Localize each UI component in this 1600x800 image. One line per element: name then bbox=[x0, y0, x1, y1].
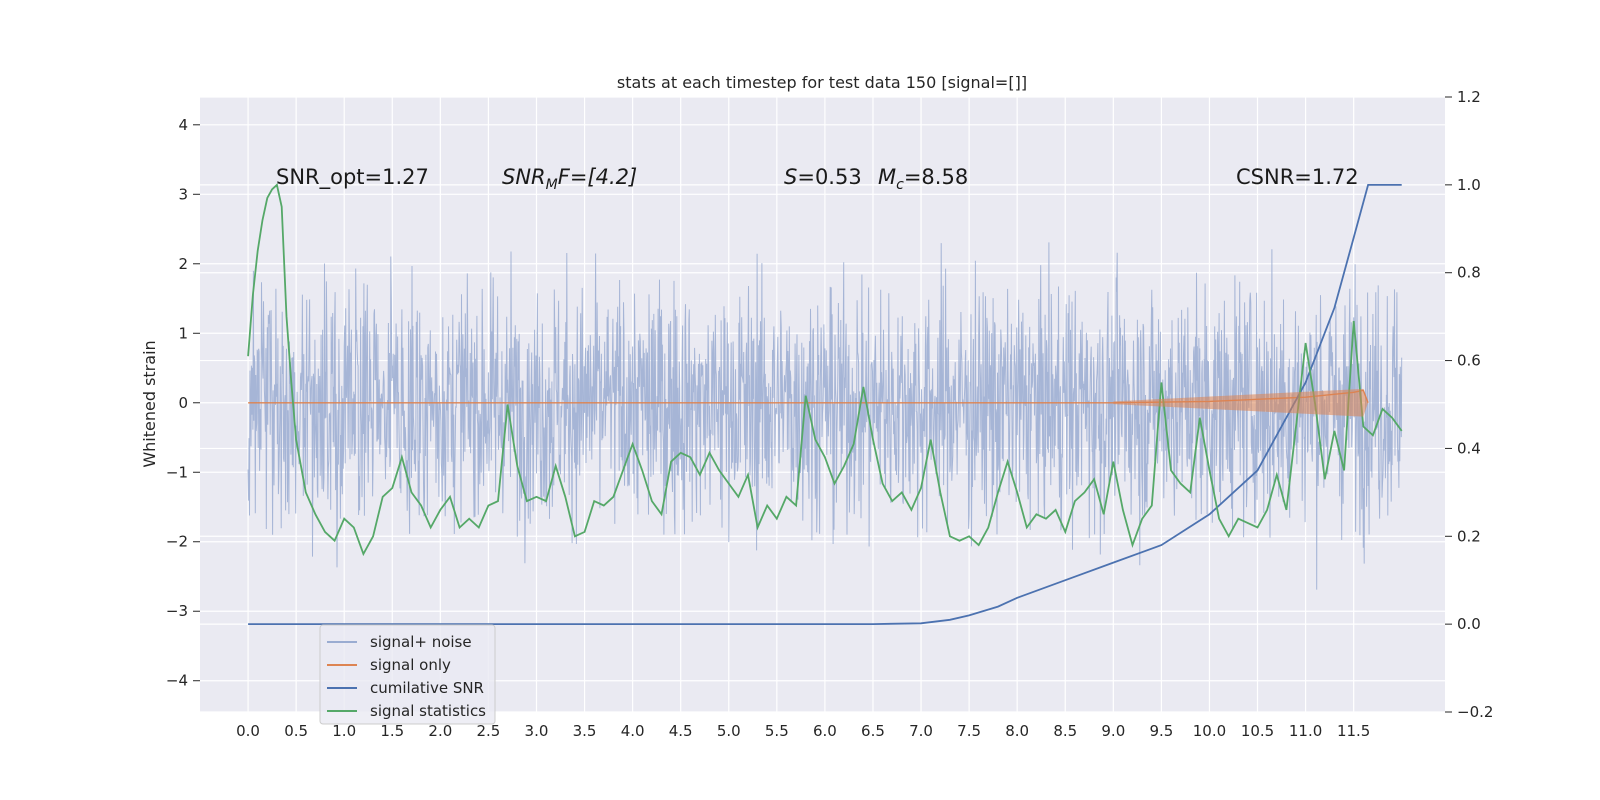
series-line-signal-plus-noise bbox=[247, 242, 1403, 590]
y2-tick-label: 0.0 bbox=[1457, 615, 1481, 633]
legend: signal+ noise signal only cumilative SNR si… bbox=[319, 624, 496, 725]
series-line-cumilative-snr bbox=[248, 184, 1402, 625]
x-tick-label: 8.0 bbox=[1005, 722, 1029, 740]
x-tick-label: 7.0 bbox=[909, 722, 933, 740]
x-tick-label: 6.5 bbox=[861, 722, 885, 740]
y2-tick-label: 1.2 bbox=[1457, 88, 1481, 106]
snr-mf-rest: F=[4.2] bbox=[558, 165, 637, 189]
x-tick-label: 7.5 bbox=[957, 722, 981, 740]
y2-tick-label: 0.6 bbox=[1457, 352, 1481, 370]
annotation-csnr: CSNR=1.72 bbox=[1236, 165, 1359, 189]
x-tick-label: 2.0 bbox=[428, 722, 452, 740]
y-axis-label: Whitened strain bbox=[140, 340, 159, 467]
y-tick-label: 2 bbox=[178, 255, 188, 273]
y2-tick-label: 0.2 bbox=[1457, 527, 1481, 545]
x-tick-label: 10.0 bbox=[1193, 722, 1226, 740]
x-tick-label: 2.5 bbox=[476, 722, 500, 740]
x-tick-label: 0.5 bbox=[284, 722, 308, 740]
x-tick-label: 11.5 bbox=[1337, 722, 1370, 740]
y2-tick-label: 0.8 bbox=[1457, 264, 1481, 282]
mc-label: M bbox=[878, 165, 896, 189]
legend-label: signal statistics bbox=[370, 702, 486, 720]
x-tick-label: 9.0 bbox=[1101, 722, 1125, 740]
x-tick-label: 1.5 bbox=[380, 722, 404, 740]
mc-value: =8.58 bbox=[904, 165, 968, 189]
y2-axis-ticks: 1.2 1.0 0.8 0.6 0.4 0.2 0.0 −0.2 bbox=[1445, 88, 1493, 721]
y-tick-label: 4 bbox=[178, 116, 188, 134]
x-tick-label: 0.0 bbox=[236, 722, 260, 740]
legend-box bbox=[319, 624, 496, 725]
series-line-signal-statistics bbox=[247, 183, 1403, 557]
y2-tick-label: −0.2 bbox=[1457, 703, 1493, 721]
y2-tick-label: 1.0 bbox=[1457, 176, 1481, 194]
x-tick-label: 10.5 bbox=[1241, 722, 1274, 740]
annotation-snr-opt: SNR_opt=1.27 bbox=[276, 165, 429, 190]
series-lines bbox=[247, 183, 1403, 625]
annotation-snr-mf: SNRMF=[4.2] bbox=[502, 165, 637, 193]
y-tick-label: 1 bbox=[178, 324, 188, 342]
signal-plus-noise-series bbox=[247, 242, 1403, 590]
s-label: S bbox=[784, 165, 797, 189]
grid bbox=[200, 96, 1445, 713]
legend-label: signal+ noise bbox=[370, 633, 472, 651]
x-tick-label: 4.5 bbox=[669, 722, 693, 740]
y-tick-label: −2 bbox=[166, 533, 188, 551]
y-tick-label: 3 bbox=[178, 185, 188, 203]
chart-title: stats at each timestep for test data 150… bbox=[617, 73, 1027, 92]
x-tick-label: 5.0 bbox=[717, 722, 741, 740]
y-axis-ticks: 4 3 2 1 0 −1 −2 −3 −4 bbox=[166, 116, 200, 690]
snr-mf-main: SNR bbox=[502, 165, 546, 189]
x-tick-label: 8.5 bbox=[1053, 722, 1077, 740]
annotation-s: S=0.53 bbox=[784, 165, 862, 189]
x-tick-label: 6.0 bbox=[813, 722, 837, 740]
x-tick-label: 5.5 bbox=[765, 722, 789, 740]
x-tick-label: 3.5 bbox=[573, 722, 597, 740]
x-tick-label: 4.0 bbox=[621, 722, 645, 740]
y-tick-label: −4 bbox=[166, 672, 188, 690]
legend-label: cumilative SNR bbox=[370, 679, 484, 697]
x-axis-ticks: 0.0 0.5 1.0 1.5 2.0 2.5 3.0 3.5 4.0 4.5 5.0 5.5 6.0 6… bbox=[236, 722, 1370, 740]
x-tick-label: 1.0 bbox=[332, 722, 356, 740]
y-tick-label: 0 bbox=[178, 394, 188, 412]
y2-tick-label: 0.4 bbox=[1457, 439, 1481, 457]
legend-label: signal only bbox=[370, 656, 451, 674]
snr-mf-sub: M bbox=[546, 177, 558, 193]
signal-only-chirp bbox=[1113, 388, 1369, 417]
mc-sub: c bbox=[896, 177, 904, 193]
x-tick-label: 3.0 bbox=[525, 722, 549, 740]
annotation-mc: Mc=8.58 bbox=[878, 165, 968, 193]
s-value: =0.53 bbox=[797, 165, 861, 189]
x-tick-label: 9.5 bbox=[1149, 722, 1173, 740]
y-tick-label: −3 bbox=[166, 602, 188, 620]
y-tick-label: −1 bbox=[166, 463, 188, 481]
x-tick-label: 11.0 bbox=[1289, 722, 1322, 740]
